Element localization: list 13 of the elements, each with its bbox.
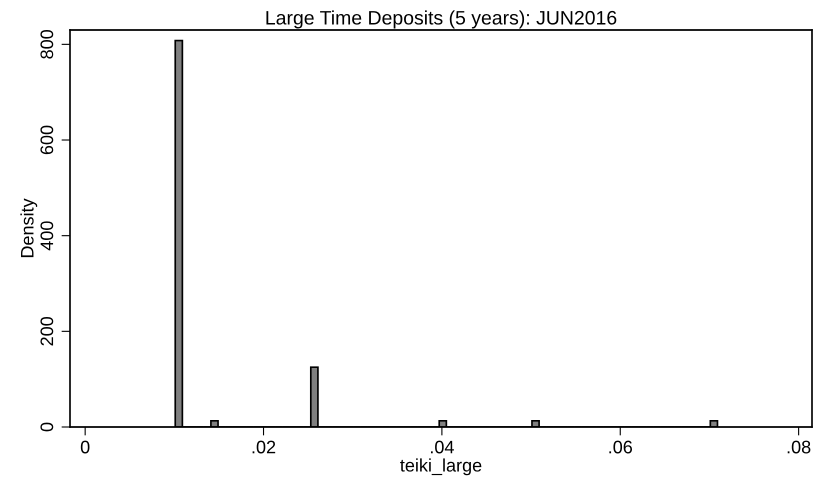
y-tick-label: 200 — [40, 316, 54, 346]
x-tick-label: .06 — [609, 440, 632, 454]
y-tick-label: 0 — [40, 422, 54, 432]
x-tick-label: .02 — [252, 440, 276, 454]
y-tick-label: 400 — [40, 221, 54, 250]
chart-title: Large Time Deposits (5 years): JUN2016 — [266, 10, 616, 28]
x-tick-label: .08 — [788, 440, 810, 454]
y-tick-label: 800 — [40, 30, 54, 59]
x-axis-title: teiki_large — [400, 458, 482, 476]
x-tick-label: .04 — [430, 440, 454, 454]
y-axis-title: Density — [20, 198, 38, 258]
x-tick-label: 0 — [80, 440, 90, 454]
y-tick-label: 600 — [40, 126, 54, 154]
